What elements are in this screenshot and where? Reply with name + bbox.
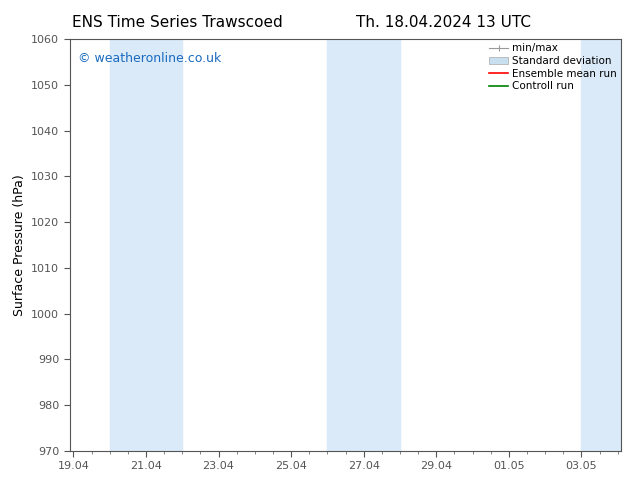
Y-axis label: Surface Pressure (hPa): Surface Pressure (hPa) <box>13 174 25 316</box>
Text: Th. 18.04.2024 13 UTC: Th. 18.04.2024 13 UTC <box>356 15 531 30</box>
Legend: min/max, Standard deviation, Ensemble mean run, Controll run: min/max, Standard deviation, Ensemble me… <box>488 41 619 93</box>
Text: © weatheronline.co.uk: © weatheronline.co.uk <box>78 51 221 65</box>
Text: ENS Time Series Trawscoed: ENS Time Series Trawscoed <box>72 15 283 30</box>
Bar <box>327 39 400 451</box>
Bar <box>110 39 182 451</box>
Bar <box>581 39 621 451</box>
